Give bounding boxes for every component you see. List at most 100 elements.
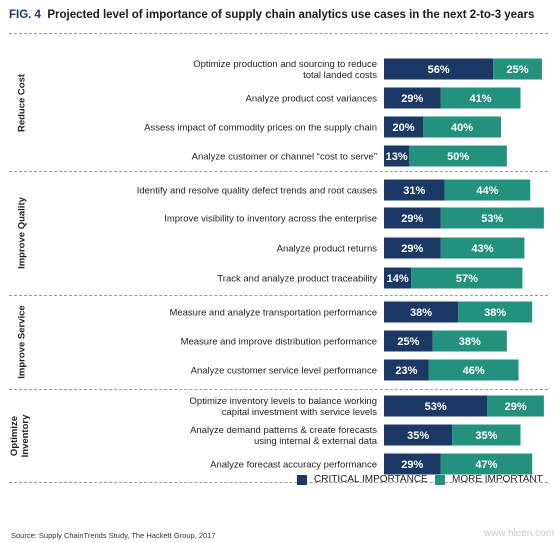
category-label: Analyze customer service level performan… bbox=[191, 365, 377, 376]
group-divider bbox=[9, 171, 548, 172]
value-label-important: 38% bbox=[459, 336, 481, 348]
value-label-important: 46% bbox=[463, 365, 485, 377]
source-note: Source: Supply ChainTrends Study, The Ha… bbox=[11, 531, 216, 540]
bar-important bbox=[411, 267, 523, 289]
value-label-important: 40% bbox=[451, 122, 473, 134]
category-label: Analyze forecast accuracy performance bbox=[210, 459, 377, 470]
value-label-critical: 56% bbox=[428, 64, 450, 76]
value-label-important: 38% bbox=[484, 307, 506, 319]
value-label-important: 35% bbox=[475, 430, 497, 442]
group-label: OptimizeInventory bbox=[9, 414, 31, 457]
bar-critical bbox=[384, 453, 441, 475]
figure-number: FIG. 4 bbox=[9, 9, 41, 21]
group-label-line: Inventory bbox=[20, 414, 31, 457]
value-label-critical: 23% bbox=[395, 365, 417, 377]
bar-critical bbox=[384, 207, 441, 229]
bar-important bbox=[440, 87, 521, 109]
bar-important bbox=[440, 237, 525, 259]
figure-title-text: Projected level of importance of supply … bbox=[47, 9, 535, 21]
category-label: Measure and improve distribution perform… bbox=[181, 336, 377, 347]
value-label-important: 29% bbox=[505, 401, 527, 413]
bar-important bbox=[428, 359, 519, 381]
bar-important bbox=[423, 116, 501, 138]
value-label-critical: 13% bbox=[386, 151, 408, 163]
category-label-line: Analyze demand patterns & create forecas… bbox=[190, 425, 377, 436]
value-label-critical: 29% bbox=[401, 459, 423, 471]
legend-swatch-critical bbox=[297, 474, 307, 485]
bar-critical bbox=[384, 179, 445, 201]
bar-critical bbox=[384, 237, 441, 259]
value-label-important: 50% bbox=[447, 151, 469, 163]
category-label-line: Analyze forecast accuracy performance bbox=[210, 459, 377, 470]
value-label-important: 25% bbox=[507, 64, 529, 76]
bar-important bbox=[444, 179, 531, 201]
group-divider bbox=[9, 295, 548, 296]
bar-critical bbox=[384, 145, 410, 167]
watermark: www.hleen.com bbox=[484, 528, 555, 539]
value-label-important: 44% bbox=[476, 185, 498, 197]
category-label: Measure and analyze transportation perfo… bbox=[169, 307, 377, 318]
category-label: Analyze product returns bbox=[277, 243, 378, 254]
category-label: Analyze customer or channel “cost to ser… bbox=[192, 151, 377, 162]
category-label: Track and analyze product traceability bbox=[217, 273, 377, 284]
category-label: Analyze demand patterns & create forecas… bbox=[190, 425, 378, 447]
bar-critical bbox=[384, 359, 429, 381]
value-label-important: 57% bbox=[456, 273, 478, 285]
category-label-line: Improve visibility to inventory across t… bbox=[164, 213, 377, 224]
value-label-important: 43% bbox=[471, 243, 493, 255]
group-label-line: Improve Service bbox=[16, 305, 27, 378]
category-label: Improve visibility to inventory across t… bbox=[164, 213, 377, 224]
value-label-critical: 38% bbox=[410, 307, 432, 319]
category-label-line: Analyze product returns bbox=[277, 243, 378, 254]
value-label-critical: 29% bbox=[401, 243, 423, 255]
category-label-line: capital investment with service levels bbox=[222, 407, 377, 418]
bar-critical bbox=[384, 330, 433, 352]
category-label: Optimize production and sourcing to redu… bbox=[193, 59, 377, 81]
category-label-line: using internal & external data bbox=[254, 436, 378, 447]
value-label-critical: 14% bbox=[387, 273, 409, 285]
group-divider bbox=[9, 389, 548, 390]
legend-label-critical: CRITICAL IMPORTANCE bbox=[314, 474, 428, 485]
group-label-line: Reduce Cost bbox=[16, 73, 27, 132]
bar-important bbox=[487, 395, 544, 417]
top-rule bbox=[9, 33, 548, 34]
category-label-line: total landed costs bbox=[303, 70, 377, 81]
category-label: Assess impact of commodity prices on the… bbox=[144, 122, 377, 133]
bar-critical bbox=[384, 116, 423, 138]
value-label-important: 41% bbox=[470, 93, 492, 105]
value-label-critical: 20% bbox=[392, 122, 414, 134]
bar-important bbox=[458, 301, 533, 323]
bar-important bbox=[493, 58, 542, 80]
group-label: Improve Service bbox=[16, 305, 27, 378]
bar-critical bbox=[384, 58, 494, 80]
category-label: Analyze product cost variances bbox=[246, 93, 378, 104]
category-label-line: Assess impact of commodity prices on the… bbox=[144, 122, 377, 133]
category-label-line: Analyze product cost variances bbox=[246, 93, 378, 104]
bar-important bbox=[409, 145, 507, 167]
value-label-important: 47% bbox=[475, 459, 497, 471]
stacked-bar-chart: Reduce Cost Optimize production and sourc… bbox=[9, 58, 544, 475]
bar-critical bbox=[384, 267, 412, 289]
value-label-critical: 53% bbox=[425, 401, 447, 413]
legend-item-important: MORE IMPORTANT bbox=[435, 474, 543, 485]
bottom-rule bbox=[9, 482, 548, 483]
category-label-line: Optimize production and sourcing to redu… bbox=[193, 59, 377, 70]
category-label: Identify and resolve quality defect tren… bbox=[137, 185, 378, 196]
category-label-line: Analyze customer or channel “cost to ser… bbox=[192, 151, 377, 162]
bar-important bbox=[432, 330, 507, 352]
legend-item-critical: CRITICAL IMPORTANCE bbox=[297, 474, 428, 485]
category-label-line: Track and analyze product traceability bbox=[217, 273, 377, 284]
group-label-line: Optimize bbox=[9, 416, 20, 456]
bar-critical bbox=[384, 395, 488, 417]
bar-important bbox=[440, 453, 533, 475]
value-label-critical: 31% bbox=[403, 185, 425, 197]
value-label-critical: 35% bbox=[407, 430, 429, 442]
bar-important bbox=[440, 207, 544, 229]
category-label-line: Analyze customer service level performan… bbox=[191, 365, 377, 376]
group-label-line: Improve Quality bbox=[16, 196, 27, 269]
value-label-critical: 29% bbox=[401, 93, 423, 105]
value-label-critical: 25% bbox=[397, 336, 419, 348]
bar-critical bbox=[384, 301, 459, 323]
group-label: Reduce Cost bbox=[16, 73, 27, 132]
group-label: Improve Quality bbox=[16, 196, 27, 269]
